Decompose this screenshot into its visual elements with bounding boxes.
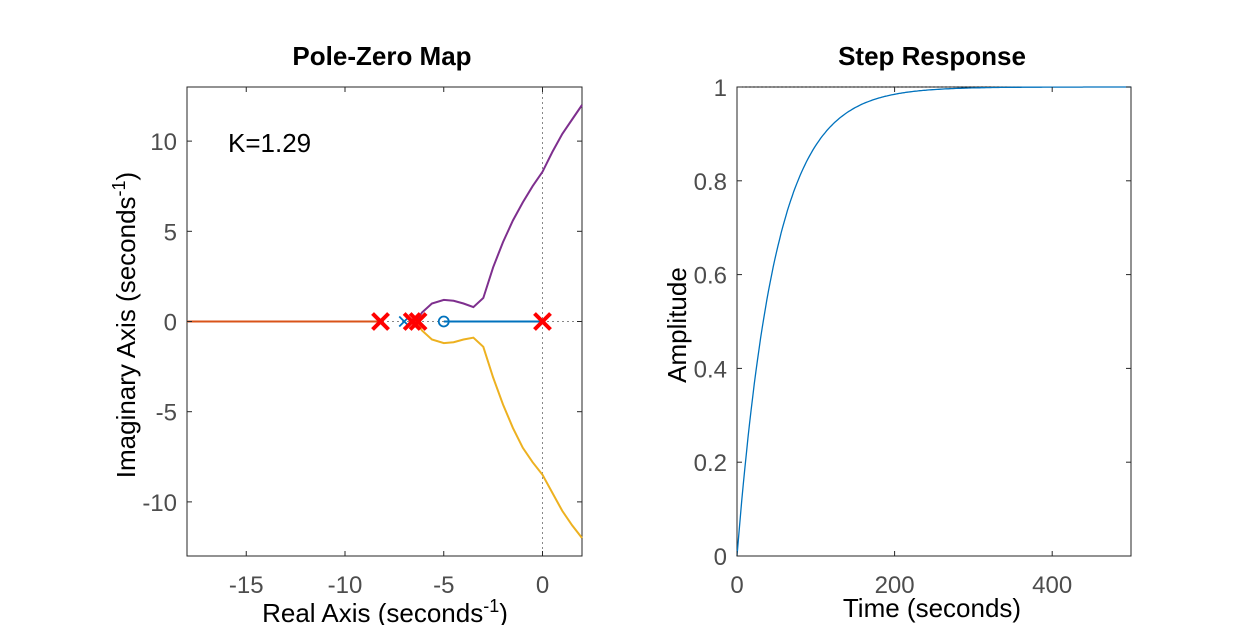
sr-plot-area <box>736 86 1131 557</box>
pz-closed-pole-stroke <box>402 312 422 331</box>
pz-xtick-label: -10 <box>328 572 363 599</box>
pz-xlabel-text: Real Axis (seconds <box>262 598 483 625</box>
pz-ytick-label: -10 <box>142 490 177 517</box>
sr-axes-box <box>736 86 1132 557</box>
pz-xtick-label: -5 <box>433 572 454 599</box>
pz-x-axis-label: Real Axis (seconds-1) <box>262 596 508 625</box>
sr-ytick-label: 0.2 <box>694 450 727 477</box>
sr-ytick-label: 1 <box>714 75 727 102</box>
sr-y-axis-label: Amplitude <box>662 267 692 383</box>
pz-closed-loop-pole-marker-1 <box>402 312 422 331</box>
pz-locus-branch-3 <box>415 320 583 539</box>
pz-zero-marker-0 <box>437 315 450 328</box>
sr-ytick-label: 0 <box>714 544 727 571</box>
pz-y-axis-label: Imaginary Axis (seconds-1) <box>109 172 141 478</box>
pz-ytick-label: 10 <box>150 129 177 156</box>
sr-ytick-label: 0.4 <box>694 356 727 383</box>
pz-ylabel-close: ) <box>111 172 141 181</box>
sr-xtick-label: 400 <box>1032 572 1072 599</box>
pz-gain-annotation: K=1.29 <box>228 128 311 158</box>
pz-ytick-label: 5 <box>164 219 177 246</box>
pz-xlabel-close: ) <box>499 598 508 625</box>
pz-ticks: -15 -10 -5 0 10 5 0 -5 -10 <box>142 87 582 599</box>
pz-title: Pole-Zero Map <box>292 41 471 71</box>
pz-xtick-label: -15 <box>229 572 264 599</box>
pz-closed-pole-stroke <box>533 312 552 331</box>
pz-closed-loop-pole-marker-3 <box>533 312 552 331</box>
pz-xlabel-sup: -1 <box>483 596 499 616</box>
sr-ytick-label: 0.8 <box>694 169 727 196</box>
sr-xtick-label: 200 <box>875 572 915 599</box>
pz-closed-loop-pole-marker-2 <box>408 312 428 331</box>
step-response-chart: Step Response 0 200 400 0 0.2 0.4 0.6 0.8 1 Time… <box>662 41 1132 623</box>
sr-x-axis-label: Time (seconds) <box>843 593 1021 623</box>
sr-xtick-label: 0 <box>730 572 743 599</box>
sr-title: Step Response <box>838 41 1026 71</box>
pz-ylabel-sup: -1 <box>109 180 129 196</box>
pz-closed-pole-stroke <box>371 312 390 331</box>
pz-plot-area <box>187 87 583 556</box>
pz-ytick-label: 0 <box>164 310 177 337</box>
pz-locus-branch-2 <box>415 104 583 323</box>
sr-ytick-label: 0.6 <box>694 263 727 290</box>
pz-closed-loop-pole-marker-0 <box>371 312 390 331</box>
pz-ylabel-text: Imaginary Axis (seconds <box>111 196 141 478</box>
pz-closed-pole-stroke <box>408 312 428 331</box>
sr-response-curve-0 <box>736 86 1131 557</box>
pz-xtick-label: 0 <box>536 572 549 599</box>
pz-ytick-label: -5 <box>156 400 177 427</box>
sr-ticks: 0 200 400 0 0.2 0.4 0.6 0.8 1 <box>694 75 1131 599</box>
